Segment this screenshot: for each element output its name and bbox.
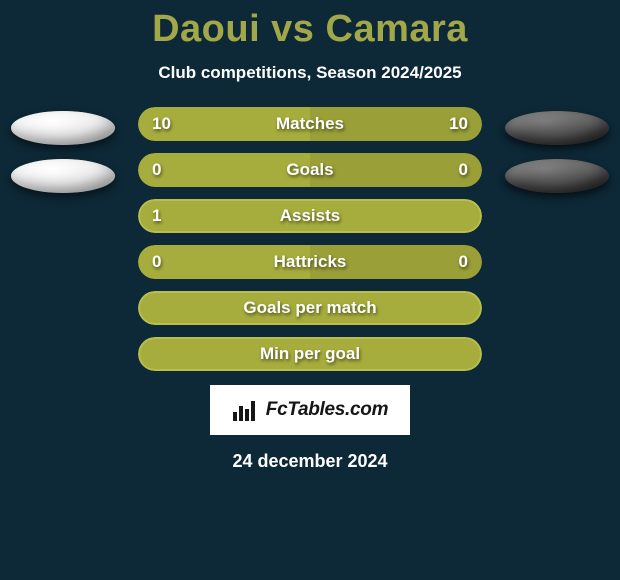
left-player-avatar-2 [11,159,115,193]
stat-track [138,245,482,279]
left-player-avatar-1 [11,111,115,145]
stat-right-fill [310,245,482,279]
stat-track [138,153,482,187]
stat-left-fill [138,199,482,233]
brand-badge: FcTables.com [210,385,410,435]
stat-left-fill [138,153,310,187]
stat-track [138,199,482,233]
stat-left-fill [138,337,482,371]
brand-text: FcTables.com [266,399,388,421]
stat-bar: 00Goals [138,153,482,187]
stat-right-fill [310,107,482,141]
date-label: 24 december 2024 [232,451,387,472]
stat-left-fill [138,245,310,279]
stat-track [138,291,482,325]
stat-bar: Min per goal [138,337,482,371]
stats-area: 1010Matches 00Goals 1Assists 00Hattricks Goa… [0,107,620,371]
stat-left-fill [138,291,482,325]
comparison-card: Daoui vs Camara Club competitions, Seaso… [0,0,620,472]
page-title: Daoui vs Camara [152,8,468,51]
stat-bar: Goals per match [138,291,482,325]
stat-right-fill [310,153,482,187]
stat-track [138,107,482,141]
brand-bars-icon [232,398,260,422]
stat-left-fill [138,107,310,141]
right-player-avatar-1 [505,111,609,145]
stat-bar: 1010Matches [138,107,482,141]
stat-bars: 1010Matches 00Goals 1Assists 00Hattricks Goa… [138,107,482,371]
right-player-avatar-2 [505,159,609,193]
stat-bar: 1Assists [138,199,482,233]
stat-bar: 00Hattricks [138,245,482,279]
stat-track [138,337,482,371]
subtitle: Club competitions, Season 2024/2025 [158,63,461,83]
right-avatar-column [502,107,612,193]
left-avatar-column [8,107,118,193]
